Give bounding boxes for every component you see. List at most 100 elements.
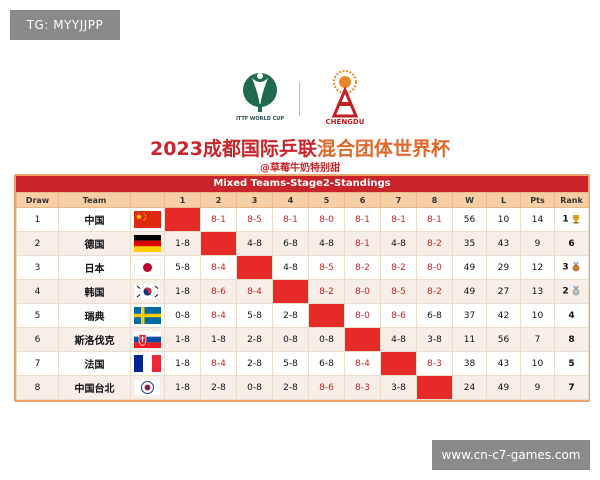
score-cell: 8-4 bbox=[200, 255, 237, 280]
score-cell: 8-1 bbox=[272, 207, 309, 232]
draw-cell: 6 bbox=[16, 327, 59, 352]
rank-cell: 5 bbox=[554, 351, 589, 376]
header-cell: Pts bbox=[520, 192, 555, 208]
draw-cell: 5 bbox=[16, 303, 59, 328]
points-cell: 7 bbox=[520, 327, 555, 352]
wins-cell: 56 bbox=[452, 207, 487, 232]
team-name-cell: 瑞典 bbox=[58, 303, 131, 328]
table-row: 5 瑞典 0-8 8-4 5-8 2-8 8-0 8-6 6-8 37 42 10 4 bbox=[16, 303, 589, 328]
flag-cell bbox=[130, 279, 165, 304]
score-cell: 8-4 bbox=[236, 279, 273, 304]
header-cell: 8 bbox=[416, 192, 453, 208]
score-cell: 0-8 bbox=[272, 327, 309, 352]
rank-cell: 1 bbox=[554, 207, 589, 232]
japan-flag-icon bbox=[134, 259, 161, 276]
silver-medal-icon bbox=[571, 286, 581, 296]
losses-cell: 49 bbox=[486, 375, 521, 400]
score-cell: 8-2 bbox=[416, 279, 453, 304]
korea-flag-icon bbox=[134, 283, 161, 300]
score-cell: 6-8 bbox=[272, 231, 309, 256]
score-cell: 2-8 bbox=[272, 303, 309, 328]
gold-medal-icon bbox=[571, 214, 581, 224]
score-cell: 6-8 bbox=[416, 303, 453, 328]
header-cell bbox=[130, 192, 165, 208]
header-cell: 6 bbox=[344, 192, 381, 208]
score-cell: 0-8 bbox=[164, 303, 201, 328]
points-cell: 10 bbox=[520, 303, 555, 328]
header-cell: Draw bbox=[16, 192, 59, 208]
score-cell: 8-2 bbox=[380, 255, 417, 280]
points-cell: 10 bbox=[520, 351, 555, 376]
header-row: Draw Team 1 2 3 4 5 6 7 8 W L Pts Rank bbox=[16, 192, 589, 208]
score-cell: 8-0 bbox=[344, 303, 381, 328]
table-body: 1 中国 8-1 8-5 8-1 8-0 8-1 8-1 8-1 56 10 14 1 2 德国 1-8 4-8… bbox=[16, 207, 589, 400]
score-cell: 8-1 bbox=[416, 207, 453, 232]
flag-cell bbox=[130, 375, 165, 400]
header-cell: L bbox=[486, 192, 521, 208]
score-cell: 0-8 bbox=[236, 375, 273, 400]
standings-table: Mixed Teams-Stage2-Standings Draw Team 1 2 3… bbox=[14, 174, 590, 402]
score-cell: 8-2 bbox=[416, 231, 453, 256]
score-cell: 1-8 bbox=[164, 279, 201, 304]
score-cell: 1-8 bbox=[164, 375, 201, 400]
diagonal-cell bbox=[380, 351, 417, 376]
wins-cell: 24 bbox=[452, 375, 487, 400]
wins-cell: 37 bbox=[452, 303, 487, 328]
title-part2: 混合团体世界杯 bbox=[316, 138, 450, 160]
team-name-cell: 法国 bbox=[58, 351, 131, 376]
score-cell: 8-5 bbox=[236, 207, 273, 232]
score-cell: 8-6 bbox=[308, 375, 345, 400]
bronze-medal-icon bbox=[571, 262, 581, 272]
score-cell: 1-8 bbox=[164, 327, 201, 352]
score-cell: 1-8 bbox=[200, 327, 237, 352]
diagonal-cell bbox=[236, 255, 273, 280]
rank-value: 4 bbox=[568, 310, 575, 321]
draw-cell: 2 bbox=[16, 231, 59, 256]
title-year: 2023 bbox=[150, 138, 203, 160]
sweden-flag-icon bbox=[134, 307, 161, 324]
score-cell: 8-6 bbox=[380, 303, 417, 328]
score-cell: 5-8 bbox=[164, 255, 201, 280]
table-row: 6 斯洛伐克 1-8 1-8 2-8 0-8 0-8 4-8 3-8 11 56 7 8 bbox=[16, 327, 589, 352]
france-flag-icon bbox=[134, 355, 161, 372]
score-cell: 8-1 bbox=[344, 231, 381, 256]
score-cell: 5-8 bbox=[272, 351, 309, 376]
flag-cell bbox=[130, 327, 165, 352]
diagonal-cell bbox=[416, 375, 453, 400]
header-cell: 3 bbox=[236, 192, 273, 208]
logo-divider bbox=[299, 82, 300, 116]
losses-cell: 42 bbox=[486, 303, 521, 328]
table-row: 2 德国 1-8 4-8 6-8 4-8 8-1 4-8 8-2 35 43 9 6 bbox=[16, 231, 589, 256]
rank-value: 1 bbox=[562, 214, 569, 225]
rank-value: 6 bbox=[568, 238, 575, 249]
points-cell: 12 bbox=[520, 255, 555, 280]
table-row: 4 韩国 1-8 8-6 8-4 8-2 8-0 8-5 8-2 49 27 13 2 bbox=[16, 279, 589, 304]
score-cell: 2-8 bbox=[236, 327, 273, 352]
table-row: 8 中国台北 1-8 2-8 0-8 2-8 8-6 8-3 3-8 24 49 9 7 bbox=[16, 375, 589, 400]
rank-value: 3 bbox=[562, 262, 569, 273]
score-cell: 2-8 bbox=[272, 375, 309, 400]
diagonal-cell bbox=[344, 327, 381, 352]
points-cell: 9 bbox=[520, 375, 555, 400]
header-cell: 2 bbox=[200, 192, 237, 208]
score-cell: 8-4 bbox=[344, 351, 381, 376]
team-name-cell: 日本 bbox=[58, 255, 131, 280]
score-cell: 2-8 bbox=[200, 375, 237, 400]
team-name-cell: 中国台北 bbox=[58, 375, 131, 400]
score-cell: 8-6 bbox=[200, 279, 237, 304]
score-cell: 8-5 bbox=[380, 279, 417, 304]
draw-cell: 4 bbox=[16, 279, 59, 304]
table-row: 1 中国 8-1 8-5 8-1 8-0 8-1 8-1 8-1 56 10 14 1 bbox=[16, 207, 589, 232]
wins-cell: 49 bbox=[452, 279, 487, 304]
wins-cell: 35 bbox=[452, 231, 487, 256]
losses-cell: 29 bbox=[486, 255, 521, 280]
rank-value: 5 bbox=[568, 358, 575, 369]
rank-cell: 4 bbox=[554, 303, 589, 328]
flag-cell bbox=[130, 231, 165, 256]
diagonal-cell bbox=[200, 231, 237, 256]
score-cell: 8-3 bbox=[416, 351, 453, 376]
wins-cell: 11 bbox=[452, 327, 487, 352]
losses-cell: 43 bbox=[486, 231, 521, 256]
germany-flag-icon bbox=[134, 235, 161, 252]
score-cell: 0-8 bbox=[308, 327, 345, 352]
